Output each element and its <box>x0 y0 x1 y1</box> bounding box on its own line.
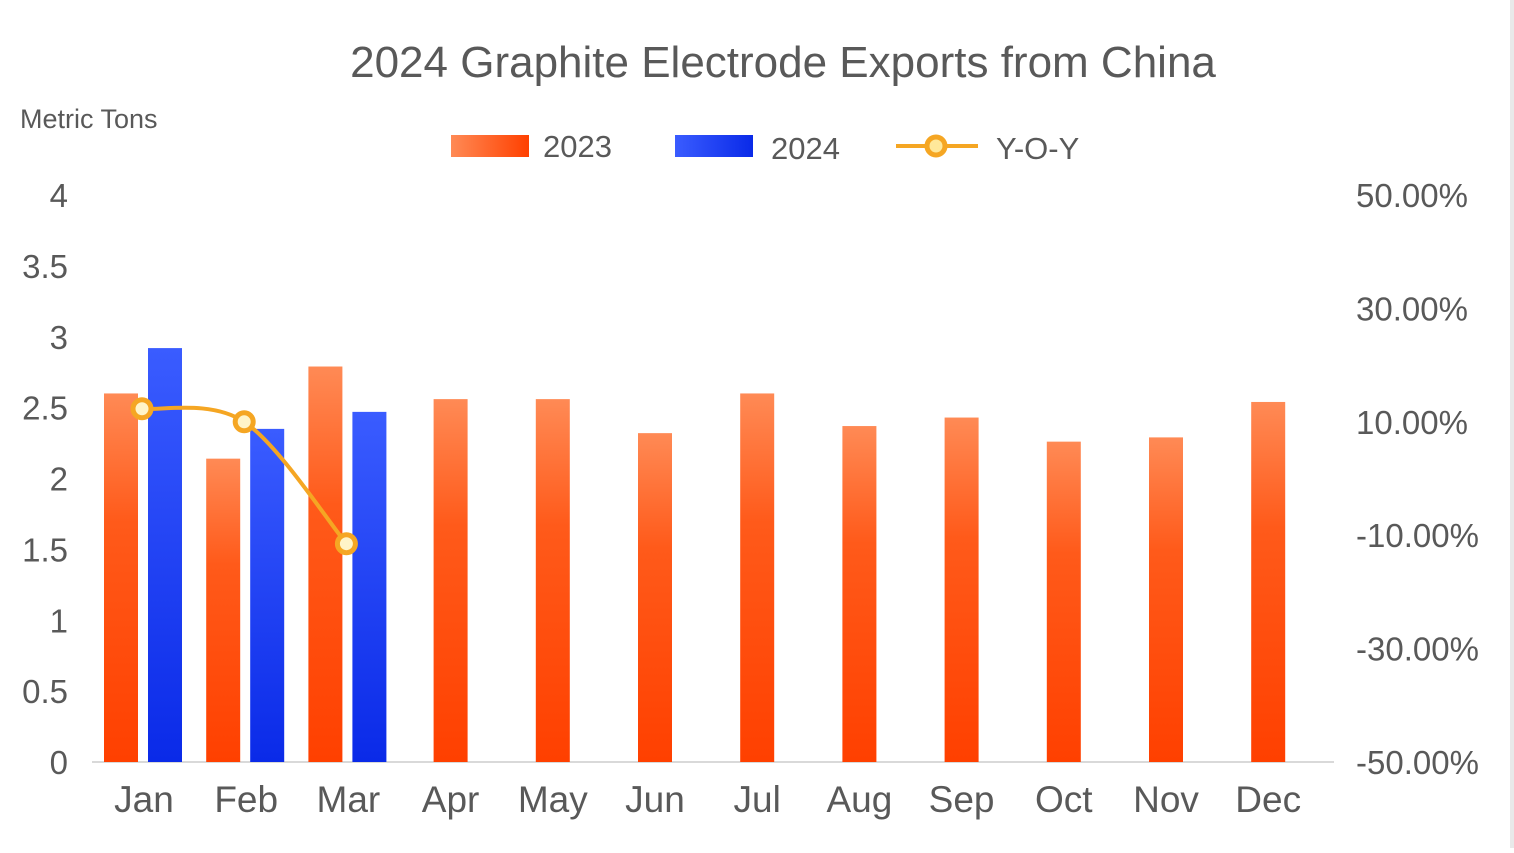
bar-2023 <box>1046 441 1081 762</box>
right-tick-label: 10.00% <box>1356 404 1468 441</box>
bar-2023 <box>206 458 241 762</box>
left-tick-label: 4 <box>50 177 68 214</box>
x-tick-label: Sep <box>929 779 995 820</box>
yoy-marker <box>232 410 256 434</box>
left-tick-label: 3.5 <box>22 248 68 285</box>
yoy-marker <box>334 532 358 556</box>
bar-2023 <box>842 426 877 762</box>
bar-2023 <box>1149 437 1183 762</box>
bar-2023 <box>638 433 672 762</box>
x-tick-label: Jan <box>114 779 174 820</box>
left-tick-label: 0 <box>50 744 68 781</box>
right-edge <box>1510 0 1514 848</box>
right-tick-label: 50.00% <box>1356 177 1468 214</box>
right-tick-label: -50.00% <box>1356 744 1479 781</box>
legend-label-yoy: Y-O-Y <box>996 131 1079 166</box>
legend-label-2024: 2024 <box>771 131 840 166</box>
left-tick-label: 2.5 <box>22 390 68 427</box>
bar-2023 <box>433 399 468 762</box>
chart-title: 2024 Graphite Electrode Exports from Chi… <box>350 38 1216 87</box>
legend: 2023 2024 Y-O-Y <box>451 129 1079 166</box>
bar-2023 <box>308 366 343 762</box>
yoy-marker <box>130 397 154 421</box>
bar-2024 <box>352 411 387 762</box>
x-tick-label: Oct <box>1035 779 1093 820</box>
x-axis-ticks: Jan Feb Mar Apr May Jun Jul Aug Sep Oct Nov Dec <box>114 779 1301 820</box>
bar-2023 <box>944 417 979 762</box>
left-tick-label: 1.5 <box>22 531 68 568</box>
left-tick-label: 3 <box>50 319 68 356</box>
legend-label-2023: 2023 <box>543 129 612 164</box>
x-tick-label: May <box>518 779 588 820</box>
x-tick-label: Dec <box>1235 779 1301 820</box>
bar-2024 <box>148 348 182 762</box>
bar-2023 <box>740 393 775 762</box>
yoy-series <box>130 397 358 556</box>
left-tick-label: 2 <box>50 461 68 498</box>
bars <box>104 348 1286 762</box>
x-tick-label: Jun <box>625 779 685 820</box>
right-tick-label: 30.00% <box>1356 290 1468 327</box>
right-tick-label: -10.00% <box>1356 517 1479 554</box>
right-axis-ticks: -50.00% -30.00% -10.00% 10.00% 30.00% 50.00% <box>1356 177 1479 781</box>
x-tick-label: Jul <box>734 779 781 820</box>
bar-2023 <box>1251 401 1286 762</box>
x-tick-label: Apr <box>422 779 480 820</box>
x-tick-label: Nov <box>1133 779 1199 820</box>
y-axis-label: Metric Tons <box>20 104 158 134</box>
legend-swatch-2023 <box>451 135 529 157</box>
x-tick-label: Aug <box>826 779 892 820</box>
bar-2023 <box>535 399 570 762</box>
bar-2023 <box>104 393 138 762</box>
left-axis-ticks: 0 0.5 1 1.5 2 2.5 3 3.5 4 <box>22 177 68 781</box>
left-tick-label: 1 <box>50 602 68 639</box>
bar-2024 <box>250 428 285 762</box>
x-tick-label: Mar <box>317 779 381 820</box>
legend-marker-yoy <box>924 134 948 158</box>
left-tick-label: 0.5 <box>22 673 68 710</box>
x-tick-label: Feb <box>214 779 278 820</box>
legend-swatch-2024 <box>675 135 753 157</box>
right-tick-label: -30.00% <box>1356 631 1479 668</box>
